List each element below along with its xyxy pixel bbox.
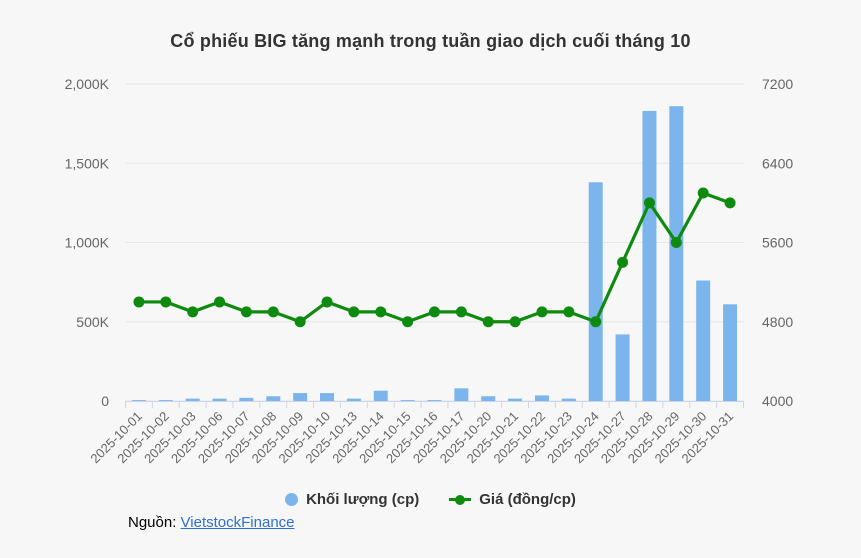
volume-bar[interactable] bbox=[131, 400, 146, 401]
volume-marker-icon bbox=[285, 493, 299, 506]
volume-bar[interactable] bbox=[346, 398, 361, 401]
price-point[interactable] bbox=[267, 306, 279, 318]
volume-bar[interactable] bbox=[373, 390, 388, 401]
source-note: Nguồn: VietstockFinance bbox=[128, 514, 295, 531]
price-point[interactable] bbox=[617, 256, 629, 268]
y-axis-right-label: 5600 bbox=[762, 235, 793, 251]
price-point[interactable] bbox=[214, 296, 226, 308]
price-line bbox=[138, 191, 731, 324]
price-point[interactable] bbox=[697, 187, 709, 199]
y-axis-right-label: 6400 bbox=[762, 155, 793, 171]
source-link[interactable]: VietstockFinance bbox=[180, 514, 295, 531]
price-point[interactable] bbox=[670, 237, 682, 248]
source-prefix: Nguồn: bbox=[128, 514, 177, 531]
y-axis-right-label: 4800 bbox=[762, 314, 793, 330]
legend-label-price: Giá (đồng/cp) bbox=[479, 491, 576, 508]
volume-bar[interactable] bbox=[588, 182, 603, 401]
y-axis-left-label: 1,500K bbox=[65, 155, 110, 171]
volume-bar[interactable] bbox=[293, 393, 308, 401]
volume-bar[interactable] bbox=[723, 304, 738, 401]
price-point[interactable] bbox=[724, 197, 736, 209]
volume-bar[interactable] bbox=[239, 397, 254, 401]
volume-bar[interactable] bbox=[669, 106, 684, 401]
price-point[interactable] bbox=[509, 316, 521, 328]
volume-bar[interactable] bbox=[481, 396, 496, 401]
price-point[interactable] bbox=[321, 296, 333, 308]
volume-bar[interactable] bbox=[185, 398, 200, 401]
volume-bar[interactable] bbox=[454, 388, 469, 401]
price-point[interactable] bbox=[429, 306, 440, 318]
price-point[interactable] bbox=[375, 306, 387, 318]
y-axis-right-label: 7200 bbox=[762, 76, 793, 92]
volume-bar[interactable] bbox=[696, 280, 711, 401]
price-point[interactable] bbox=[160, 296, 172, 308]
volume-bar[interactable] bbox=[561, 398, 576, 401]
volume-bar[interactable] bbox=[212, 398, 227, 401]
plot-area: 0 4000 500K 4800 1,000K 5600 1,500K 6400 2,000K 7… bbox=[65, 76, 794, 466]
price-marker-dot-icon bbox=[455, 494, 466, 505]
volume-bar[interactable] bbox=[534, 395, 549, 401]
volume-bar[interactable] bbox=[266, 396, 281, 401]
legend-label-volume: Khối lượng (cp) bbox=[306, 491, 420, 508]
volume-bar[interactable] bbox=[508, 398, 523, 401]
legend: Khối lượng (cp) Giá (đồng/cp) bbox=[0, 491, 861, 508]
y-axis-left-label: 1,000K bbox=[65, 235, 110, 251]
volume-bar[interactable] bbox=[427, 400, 442, 401]
price-marker-icon bbox=[449, 494, 472, 505]
y-axis-right-label: 4000 bbox=[762, 393, 793, 409]
price-point[interactable] bbox=[455, 306, 467, 318]
volume-bar[interactable] bbox=[642, 110, 657, 401]
price-point[interactable] bbox=[348, 306, 360, 318]
price-point[interactable] bbox=[133, 296, 145, 308]
price-point[interactable] bbox=[240, 306, 252, 318]
chart-title: Cổ phiếu BIG tăng mạnh trong tuần giao d… bbox=[170, 31, 691, 51]
volume-bar[interactable] bbox=[400, 400, 415, 401]
price-point[interactable] bbox=[590, 316, 602, 328]
volume-bar[interactable] bbox=[615, 334, 630, 401]
volume-bar[interactable] bbox=[320, 393, 335, 401]
price-point[interactable] bbox=[187, 306, 199, 318]
y-axis-left-label: 2,000K bbox=[65, 76, 110, 92]
price-point[interactable] bbox=[536, 306, 548, 318]
legend-item-volume[interactable]: Khối lượng (cp) bbox=[285, 491, 419, 508]
y-axis-left-label: 0 bbox=[101, 393, 109, 409]
price-point[interactable] bbox=[563, 306, 575, 318]
price-point[interactable] bbox=[643, 197, 655, 209]
legend-item-price[interactable]: Giá (đồng/cp) bbox=[449, 491, 576, 508]
price-point[interactable] bbox=[294, 316, 306, 328]
price-point[interactable] bbox=[482, 316, 494, 328]
y-axis-left-label: 500K bbox=[76, 314, 109, 330]
volume-bar[interactable] bbox=[158, 400, 173, 401]
price-point[interactable] bbox=[402, 316, 414, 328]
